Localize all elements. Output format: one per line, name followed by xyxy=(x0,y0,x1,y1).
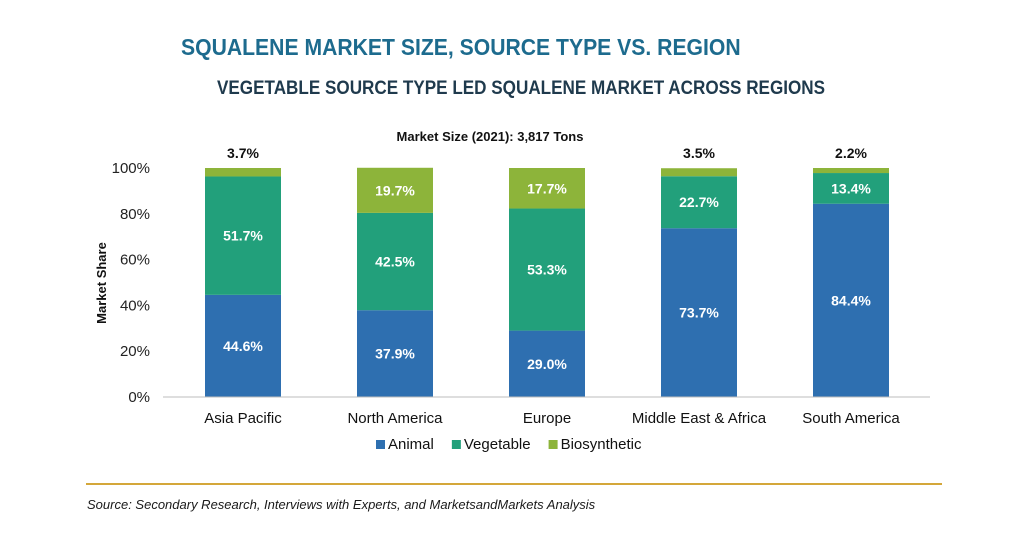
y-tick-label: 20% xyxy=(120,343,150,360)
data-label: 42.5% xyxy=(375,254,415,270)
data-label: 3.5% xyxy=(683,145,715,161)
y-axis-title: Market Share xyxy=(94,242,109,324)
bar-segment-vegetable xyxy=(509,208,585,331)
bar-segment-vegetable xyxy=(205,176,281,295)
data-label: 13.4% xyxy=(831,180,871,196)
chart-subtitle: VEGETABLE SOURCE TYPE LED SQUALENE MARKE… xyxy=(217,78,826,99)
bar-segment-animal xyxy=(357,310,433,397)
bar-segment-biosynthetic xyxy=(813,168,889,174)
legend-swatch-biosynthetic xyxy=(548,440,558,449)
bar-segment-biosynthetic xyxy=(661,168,737,177)
bar-segment-vegetable xyxy=(357,212,433,311)
data-label: 3.7% xyxy=(227,145,259,161)
source-note: Source: Secondary Research, Interviews w… xyxy=(87,497,596,512)
bar-segment-biosynthetic xyxy=(357,167,433,213)
x-tick-label: Asia Pacific xyxy=(204,410,282,427)
data-label: 37.9% xyxy=(375,346,415,362)
bar-segment-animal xyxy=(205,294,281,397)
bar-segment-animal xyxy=(661,228,737,397)
legend-swatch-animal xyxy=(376,440,385,449)
y-tick-label: 80% xyxy=(120,206,150,223)
chart-title: SQUALENE MARKET SIZE, SOURCE TYPE VS. RE… xyxy=(181,34,741,60)
data-label: 19.7% xyxy=(375,182,415,198)
market-size-label: Market Size (2021): 3,817 Tons xyxy=(397,129,584,144)
legend-label-biosynthetic: Biosynthetic xyxy=(561,436,642,453)
bar-segment-biosynthetic xyxy=(205,168,281,177)
y-tick-label: 0% xyxy=(128,389,150,406)
data-label: 53.3% xyxy=(527,262,567,278)
x-tick-label: South America xyxy=(802,410,900,427)
data-label: 44.6% xyxy=(223,338,263,354)
x-tick-label: Europe xyxy=(523,410,571,427)
source-divider xyxy=(86,483,942,485)
y-tick-label: 40% xyxy=(120,297,150,314)
y-tick-label: 100% xyxy=(112,160,150,177)
data-label: 51.7% xyxy=(223,228,263,244)
legend-label-animal: Animal xyxy=(388,436,434,453)
bar-segment-biosynthetic xyxy=(509,168,585,209)
bar-segment-animal xyxy=(509,330,585,397)
data-label: 17.7% xyxy=(527,180,567,196)
data-label: 22.7% xyxy=(679,194,719,210)
data-label: 29.0% xyxy=(527,356,567,372)
data-label: 84.4% xyxy=(831,292,871,308)
stacked-bar-chart: Market Size (2021): 3,817 Tons Market Sha… xyxy=(94,129,930,453)
y-tick-label: 60% xyxy=(120,252,150,269)
x-tick-label: Middle East & Africa xyxy=(632,410,767,427)
legend-swatch-vegetable xyxy=(451,440,461,449)
data-label: 73.7% xyxy=(679,305,719,321)
legend-label-vegetable: Vegetable xyxy=(464,436,531,453)
data-label: 2.2% xyxy=(835,145,867,161)
x-tick-label: North America xyxy=(347,410,443,427)
bar-segment-animal xyxy=(813,203,889,397)
bar-segment-vegetable xyxy=(813,173,889,204)
bar-segment-vegetable xyxy=(661,176,737,229)
